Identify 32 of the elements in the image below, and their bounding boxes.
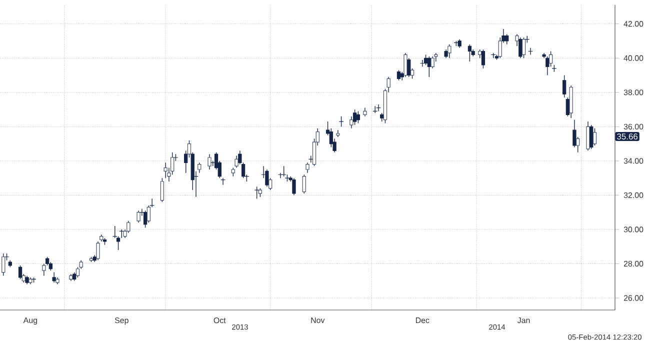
candlestick <box>430 56 434 69</box>
candlestick <box>265 169 269 187</box>
candlestick <box>306 162 310 174</box>
candlestick <box>198 162 202 174</box>
candlestick <box>562 74 566 98</box>
candlestick <box>518 37 522 58</box>
candlestick <box>208 154 212 170</box>
candlestick <box>336 130 340 138</box>
candlestick <box>592 128 597 146</box>
candlestick <box>2 253 6 276</box>
candlestick <box>52 272 56 283</box>
candlestick <box>164 162 168 178</box>
candlestick <box>586 121 590 151</box>
candlestick <box>136 210 140 223</box>
candlestick <box>407 58 411 78</box>
candlestick <box>352 109 357 126</box>
candlestick <box>292 178 296 196</box>
candlestick <box>468 44 472 62</box>
candlestick <box>481 49 486 69</box>
candlestick <box>18 265 22 280</box>
candlestick <box>356 110 360 124</box>
candlestick <box>448 44 452 58</box>
candlestick <box>522 37 526 58</box>
candlestick <box>160 178 164 202</box>
candlestick <box>96 241 100 261</box>
candlestick <box>424 54 428 66</box>
annotation: 35.66 <box>617 133 638 140</box>
candlestick <box>404 52 408 78</box>
candlestick <box>302 174 306 194</box>
candlestick <box>505 34 509 45</box>
candlestick <box>590 124 594 150</box>
candlestick <box>396 70 401 81</box>
